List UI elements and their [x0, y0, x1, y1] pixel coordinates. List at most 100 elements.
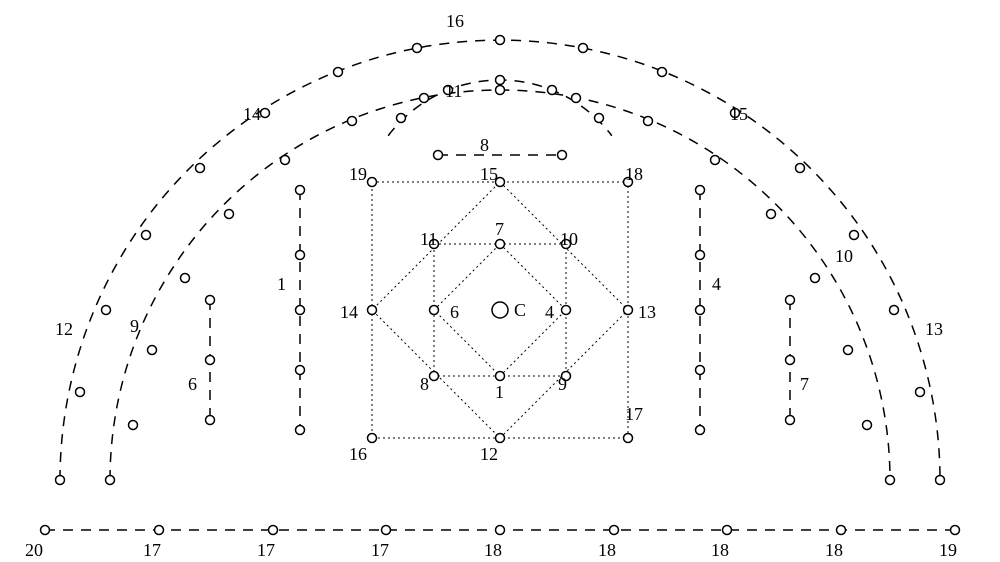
number-label: 9	[130, 316, 139, 336]
node-point	[56, 476, 65, 485]
number-label: 19	[939, 540, 957, 560]
node-point	[696, 366, 705, 375]
node-point	[430, 306, 439, 315]
number-label: 13	[638, 302, 656, 322]
node-point	[886, 476, 895, 485]
number-label: 13	[925, 319, 943, 339]
node-point	[711, 156, 720, 165]
number-label: 7	[800, 374, 809, 394]
node-point	[696, 186, 705, 195]
number-label: 4	[712, 274, 721, 294]
number-label: 11	[445, 81, 462, 101]
node-point	[844, 346, 853, 355]
node-point	[624, 306, 633, 315]
number-label: 16	[349, 444, 367, 464]
node-point	[850, 231, 859, 240]
node-point	[434, 151, 443, 160]
node-point	[595, 114, 604, 123]
node-point	[225, 210, 234, 219]
number-label: 14	[243, 104, 261, 124]
node-point	[951, 526, 960, 535]
node-point	[811, 274, 820, 283]
node-point	[420, 94, 429, 103]
node-point	[296, 251, 305, 260]
node-point	[496, 434, 505, 443]
number-label: 6	[450, 302, 459, 322]
node-point	[696, 306, 705, 315]
node-point	[767, 210, 776, 219]
number-label: 18	[711, 540, 729, 560]
number-label: 1	[277, 274, 286, 294]
node-point	[413, 44, 422, 53]
number-label: 18	[484, 540, 502, 560]
number-label: 17	[371, 540, 389, 560]
number-label: 12	[55, 319, 73, 339]
number-label: 6	[188, 374, 197, 394]
center-point	[492, 302, 508, 318]
number-label: 12	[480, 444, 498, 464]
node-point	[368, 178, 377, 187]
number-label: 4	[545, 302, 554, 322]
number-label: 16	[446, 11, 464, 31]
node-point	[796, 164, 805, 173]
number-label: 19	[349, 164, 367, 184]
node-point	[786, 416, 795, 425]
number-label: 8	[480, 135, 489, 155]
node-point	[206, 356, 215, 365]
node-point	[281, 156, 290, 165]
node-point	[296, 306, 305, 315]
node-point	[863, 421, 872, 430]
diagram-svg: C161415121311910814671915181413161217117…	[0, 0, 1000, 562]
node-point	[579, 44, 588, 53]
node-point	[496, 526, 505, 535]
node-point	[102, 306, 111, 315]
node-point	[206, 416, 215, 425]
number-label: 18	[598, 540, 616, 560]
node-point	[269, 526, 278, 535]
node-point	[334, 68, 343, 77]
node-point	[196, 164, 205, 173]
node-point	[206, 296, 215, 305]
node-point	[430, 372, 439, 381]
number-label: 18	[625, 164, 643, 184]
number-label: 17	[625, 404, 643, 424]
number-label: 20	[25, 540, 43, 560]
node-point	[106, 476, 115, 485]
node-point	[916, 388, 925, 397]
number-label: 17	[143, 540, 161, 560]
node-point	[696, 426, 705, 435]
number-label: 11	[420, 229, 437, 249]
node-point	[723, 526, 732, 535]
node-point	[496, 36, 505, 45]
number-label: 8	[420, 374, 429, 394]
node-point	[624, 434, 633, 443]
node-point	[296, 426, 305, 435]
number-label: 9	[558, 374, 567, 394]
node-point	[558, 151, 567, 160]
node-point	[397, 114, 406, 123]
node-point	[696, 251, 705, 260]
node-point	[142, 231, 151, 240]
node-point	[76, 388, 85, 397]
number-label: 15	[730, 104, 748, 124]
number-label: 10	[835, 246, 853, 266]
arc	[60, 40, 940, 480]
node-point	[348, 117, 357, 126]
node-point	[610, 526, 619, 535]
node-point	[181, 274, 190, 283]
node-point	[496, 240, 505, 249]
node-point	[936, 476, 945, 485]
node-point	[368, 306, 377, 315]
node-point	[786, 296, 795, 305]
node-point	[496, 86, 505, 95]
node-point	[644, 117, 653, 126]
number-label: 1	[495, 382, 504, 402]
node-point	[129, 421, 138, 430]
arc	[110, 90, 890, 480]
node-point	[261, 109, 270, 118]
node-point	[296, 186, 305, 195]
node-point	[496, 76, 505, 85]
node-point	[296, 366, 305, 375]
node-point	[562, 306, 571, 315]
node-point	[41, 526, 50, 535]
